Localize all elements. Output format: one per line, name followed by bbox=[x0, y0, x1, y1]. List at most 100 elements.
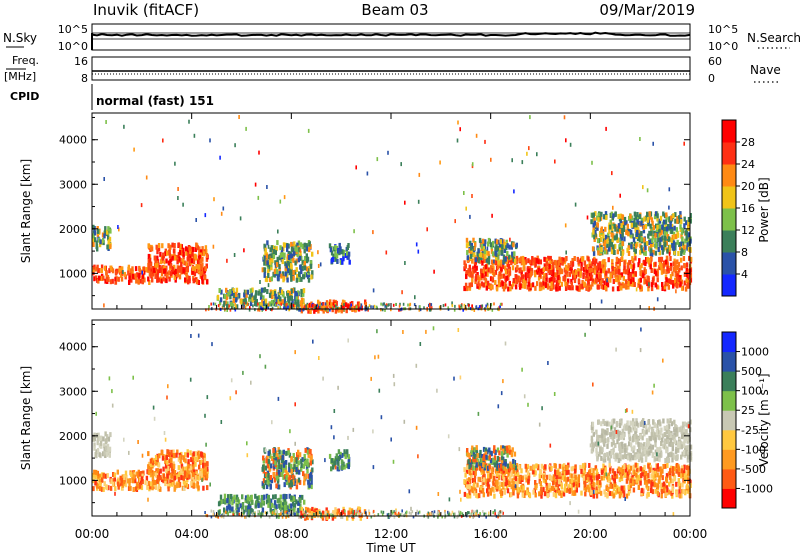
power-cell bbox=[204, 266, 207, 272]
velocity-cell bbox=[149, 458, 153, 464]
power-cell bbox=[676, 270, 679, 276]
power-cell bbox=[275, 262, 279, 268]
power-cell bbox=[615, 256, 619, 262]
velocity-cell bbox=[617, 466, 621, 472]
velocity-cell bbox=[543, 491, 547, 497]
velocity-cell bbox=[288, 477, 291, 483]
velocity-cell bbox=[159, 486, 162, 492]
velocity-cell bbox=[301, 512, 305, 518]
velocity-cell bbox=[184, 452, 187, 458]
velocity-cell bbox=[677, 464, 680, 470]
power-cell bbox=[611, 228, 614, 234]
velocity-cell bbox=[151, 475, 155, 481]
power-cell bbox=[623, 236, 626, 242]
power-cell bbox=[565, 282, 569, 288]
velocity-cell bbox=[505, 484, 509, 490]
power-cell bbox=[290, 288, 293, 294]
velocity-cell bbox=[569, 472, 572, 478]
velocity-cell bbox=[181, 466, 185, 472]
power-cell bbox=[117, 276, 120, 282]
power-cell bbox=[263, 243, 266, 249]
velocity-cell bbox=[342, 509, 346, 515]
velocity-cell bbox=[331, 464, 335, 470]
velocity-cell bbox=[156, 457, 159, 462]
velocity-cell bbox=[92, 486, 95, 492]
power-cell bbox=[656, 277, 659, 283]
power-cell bbox=[649, 251, 652, 256]
velocity-cell bbox=[197, 485, 200, 491]
power-ground-cell bbox=[333, 304, 335, 308]
power-cell bbox=[596, 225, 599, 231]
velocity-cell bbox=[102, 487, 105, 492]
velocity-cell bbox=[107, 436, 111, 442]
power-cell bbox=[577, 268, 580, 274]
power-cell bbox=[201, 267, 205, 273]
power-cell bbox=[639, 249, 642, 255]
power-cell bbox=[103, 233, 106, 239]
velocity-cell bbox=[281, 454, 285, 460]
velocity-cell bbox=[582, 475, 586, 481]
velocity-cell bbox=[321, 510, 325, 516]
power-cell bbox=[638, 237, 642, 243]
velocity-cell bbox=[631, 470, 635, 476]
power-cell bbox=[593, 234, 596, 240]
power-cell bbox=[615, 233, 618, 239]
power-cell bbox=[619, 245, 623, 251]
velocity-cell bbox=[595, 468, 599, 474]
power-cell bbox=[223, 300, 226, 306]
velocity-cell bbox=[308, 508, 311, 514]
power-cell bbox=[501, 264, 505, 270]
power-cell bbox=[473, 267, 476, 273]
power-cell bbox=[499, 274, 502, 280]
power-cell bbox=[142, 266, 146, 272]
power-cell bbox=[526, 284, 529, 290]
velocity-cell bbox=[525, 489, 529, 495]
velocity-cell bbox=[275, 483, 278, 489]
power-cell bbox=[613, 223, 616, 229]
velocity-cell bbox=[247, 509, 250, 515]
velocity-cell bbox=[98, 482, 101, 488]
velocity-cell bbox=[138, 480, 142, 486]
power-cell bbox=[499, 282, 502, 288]
velocity-cell bbox=[682, 468, 686, 474]
power-speck bbox=[103, 177, 105, 181]
freq-left-tick-bottom: 8 bbox=[81, 72, 88, 85]
velocity-cell bbox=[628, 469, 631, 475]
power-cell bbox=[661, 224, 664, 230]
power-cell bbox=[557, 260, 560, 266]
velocity-cell bbox=[588, 463, 591, 468]
velocity-cell bbox=[675, 490, 678, 496]
velocity-cell bbox=[283, 474, 287, 480]
velocity-cell bbox=[106, 445, 110, 451]
velocity-cell bbox=[202, 462, 205, 468]
power-speck bbox=[586, 215, 589, 220]
velocity-cell bbox=[295, 467, 298, 472]
power-cell bbox=[677, 261, 681, 267]
velocity-cell bbox=[650, 473, 653, 479]
velocity-cell bbox=[346, 452, 349, 458]
velocity-cell bbox=[124, 470, 128, 476]
velocity-cell bbox=[202, 485, 205, 491]
velocity-cell bbox=[272, 447, 275, 453]
power-cell bbox=[465, 271, 468, 277]
velocity-cell bbox=[486, 491, 490, 497]
velocity-cell bbox=[265, 499, 269, 505]
velocity-cell bbox=[678, 484, 681, 490]
power-cell bbox=[563, 277, 567, 283]
velocity-cell bbox=[285, 470, 288, 476]
power-cell bbox=[632, 272, 635, 278]
velocity-cell bbox=[270, 478, 274, 484]
power-cell bbox=[468, 264, 471, 270]
velocity-cell bbox=[580, 468, 583, 474]
power-cell bbox=[656, 284, 659, 290]
power-cell bbox=[528, 267, 532, 273]
velocity-cell bbox=[261, 507, 265, 513]
power-cell bbox=[642, 260, 645, 266]
velocity-cell bbox=[495, 460, 499, 466]
velocity-cell bbox=[565, 470, 568, 476]
power-cell bbox=[281, 252, 284, 258]
power-cell bbox=[489, 265, 493, 271]
power-cell bbox=[622, 275, 625, 281]
velocity-cell bbox=[248, 501, 251, 507]
velocity-cell bbox=[499, 488, 502, 494]
